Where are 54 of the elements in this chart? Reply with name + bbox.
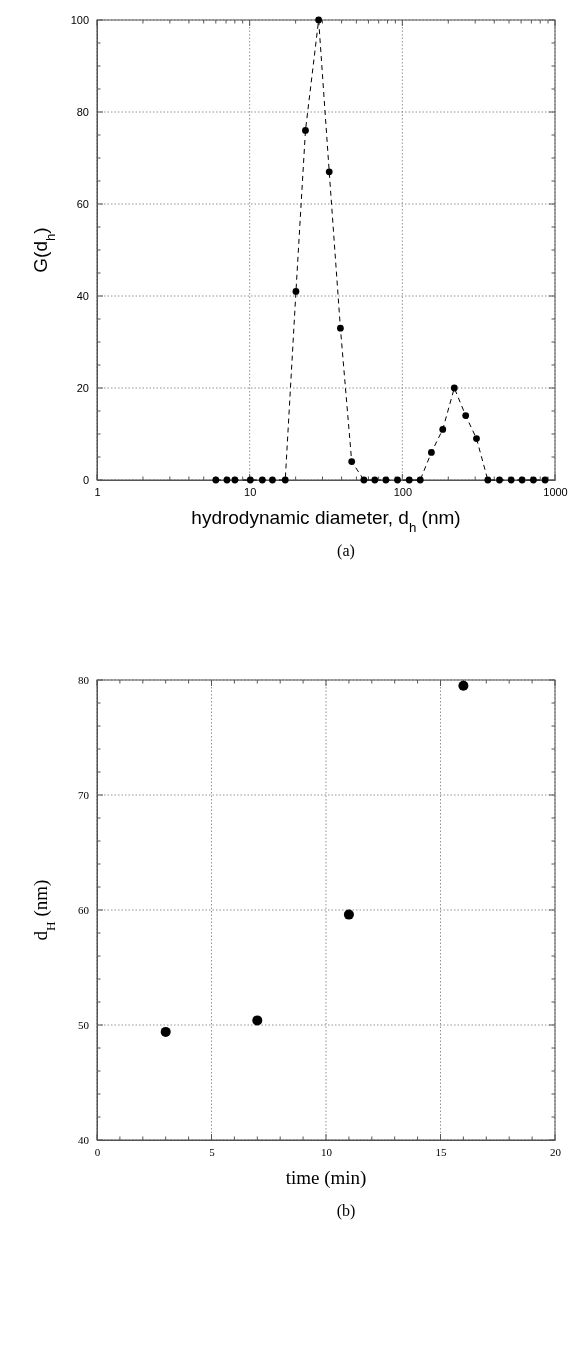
x-tick-label: 10: [244, 485, 257, 498]
y-tick-label: 40: [78, 1134, 90, 1147]
y-tick-label: 60: [76, 198, 89, 211]
y-tick-label: 60: [78, 904, 90, 917]
point: [337, 324, 344, 332]
point: [269, 476, 276, 484]
y-tick-label: 100: [70, 14, 89, 27]
point: [371, 476, 379, 484]
point: [343, 909, 354, 920]
x-axis-title: time (min): [285, 1167, 367, 1189]
point: [292, 288, 300, 295]
point: [484, 476, 492, 484]
text: (b): [336, 1202, 356, 1220]
point: [223, 476, 231, 484]
x-tick-label: 10: [321, 1145, 333, 1158]
point: [315, 16, 323, 24]
text: (a): [337, 542, 355, 560]
point: [541, 476, 549, 484]
point: [360, 476, 368, 484]
point: [405, 476, 413, 484]
point: [348, 458, 356, 465]
point: [394, 476, 401, 484]
point: [252, 1015, 263, 1026]
point: [427, 449, 435, 456]
x-tick-label: 5: [209, 1145, 216, 1158]
y-tick-label: 40: [76, 290, 89, 303]
point: [462, 412, 470, 419]
y-tick-label: 80: [78, 674, 90, 687]
x-tick-label: 1: [94, 485, 101, 498]
point: [458, 680, 469, 691]
point: [439, 426, 447, 433]
point: [382, 476, 390, 484]
point: [530, 476, 537, 484]
point: [496, 476, 503, 484]
x-tick-label: 0: [94, 1145, 101, 1158]
point: [160, 1026, 171, 1037]
x-tick-label: 100: [393, 485, 413, 498]
x-tick-label: 1000: [543, 485, 568, 498]
point: [281, 476, 289, 484]
y-tick-label: 70: [78, 789, 90, 802]
x-axis-title: hydrodynamic diameter, d$_{h}$ (nm): [191, 507, 461, 535]
x-tick-label: 20: [550, 1145, 562, 1158]
point: [325, 168, 333, 176]
point: [302, 127, 309, 134]
y-tick-label: 80: [76, 106, 89, 119]
point: [258, 476, 266, 484]
point: [450, 384, 458, 392]
point: [416, 476, 424, 484]
y-tick-label: 0: [82, 474, 89, 487]
y-tick-label: 20: [76, 382, 89, 395]
point: [507, 476, 515, 484]
point: [473, 435, 480, 442]
y-tick-label: 50: [78, 1019, 90, 1032]
x-tick-label: 15: [435, 1145, 447, 1158]
